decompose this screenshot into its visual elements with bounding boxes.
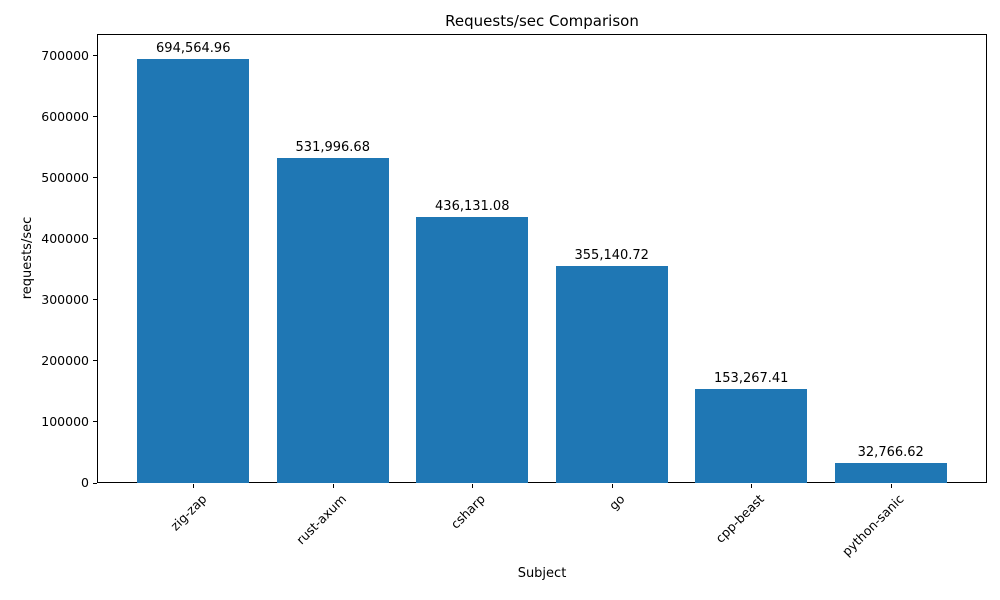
chart-title: Requests/sec Comparison: [445, 12, 639, 30]
bar-value-label: 531,996.68: [295, 140, 370, 156]
y-tick: [93, 482, 97, 484]
x-tick: [890, 484, 892, 488]
bar: [276, 158, 389, 483]
y-tick: [93, 177, 97, 179]
bar-value-label: 694,564.96: [156, 41, 231, 57]
y-tick: [93, 421, 97, 423]
x-tick: [472, 484, 474, 488]
y-tick: [93, 299, 97, 301]
y-tick: [93, 360, 97, 362]
y-tick-label: 100000: [41, 413, 89, 429]
x-tick: [611, 484, 613, 488]
bar-value-label: 32,766.62: [857, 445, 924, 460]
y-tick: [93, 55, 97, 57]
x-tick-label: zig-zap: [166, 491, 210, 534]
y-tick: [93, 116, 97, 118]
x-tick-label: rust-axum: [292, 491, 349, 548]
x-tick-label: go: [606, 491, 628, 513]
bar: [416, 216, 529, 483]
x-axis-label: Subject: [517, 566, 567, 581]
y-axis-label-text: requests/sec: [20, 216, 35, 300]
bar: [555, 266, 668, 483]
x-tick: [193, 484, 195, 488]
y-tick-label: 300000: [41, 291, 89, 307]
bar-value-label: 355,140.72: [574, 248, 649, 264]
y-tick-label: 0: [81, 475, 89, 490]
y-tick-label: 700000: [41, 47, 89, 63]
x-tick: [332, 484, 334, 488]
x-tick-label: csharp: [447, 491, 489, 532]
y-tick-label: 200000: [41, 352, 89, 368]
y-tick: [93, 238, 97, 240]
x-tick-label: cpp-beast: [712, 491, 768, 546]
y-tick-label: 400000: [41, 230, 89, 246]
y-tick-label: 500000: [41, 169, 89, 185]
bar-value-label: 153,267.41: [714, 371, 789, 387]
y-tick-label: 600000: [41, 108, 89, 124]
bar: [137, 59, 250, 483]
x-tick-label: python-sanic: [838, 491, 907, 559]
bar: [834, 463, 947, 483]
bar: [695, 389, 808, 483]
bar-value-label: 436,131.08: [435, 198, 510, 214]
x-tick: [751, 484, 753, 488]
